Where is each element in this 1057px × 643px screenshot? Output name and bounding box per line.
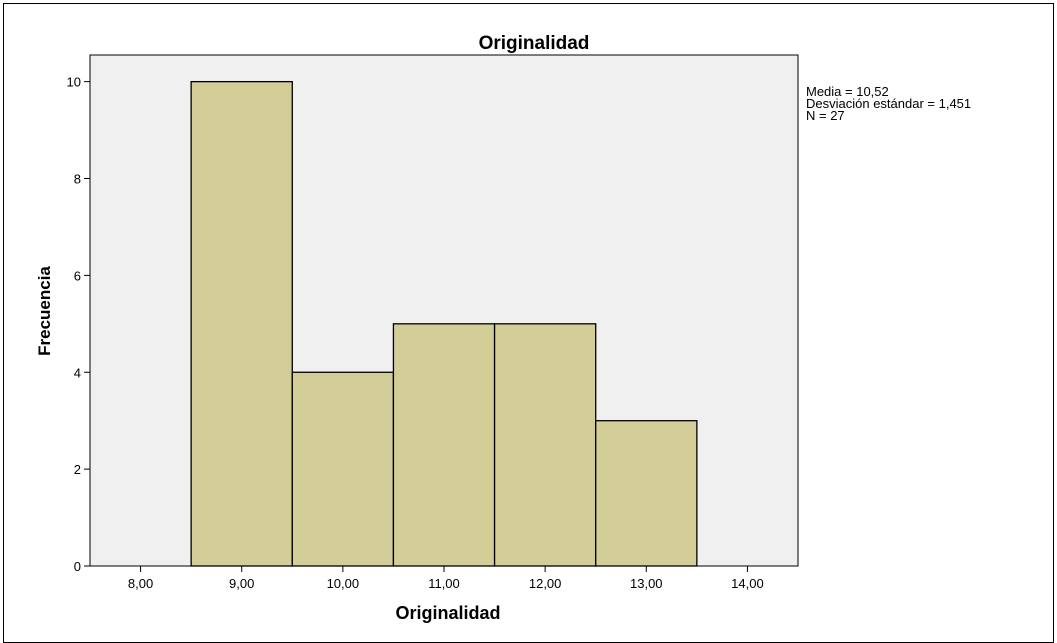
y-tick-label-2: 4 (74, 365, 81, 380)
bar-1 (291, 371, 395, 567)
y-axis-label: Frecuencia (35, 266, 54, 356)
x-tick-label-1: 9,00 (229, 576, 254, 591)
x-tick-label-4: 12,00 (529, 576, 562, 591)
x-axis-label: Originalidad (395, 603, 500, 623)
y-tick-label-4: 8 (74, 172, 81, 187)
stat-mean: Media = 10,52 (806, 84, 889, 99)
x-tick-label-6: 14,00 (731, 576, 764, 591)
y-tick-label-3: 6 (74, 268, 81, 283)
bar-2 (392, 323, 496, 567)
stat-n: N = 27 (806, 108, 845, 123)
bar-4 (595, 420, 698, 567)
x-tick-label-2: 10,00 (327, 576, 360, 591)
chart-title: Originalidad (479, 33, 590, 54)
bar-3 (493, 323, 597, 567)
y-tick-label-1: 2 (74, 462, 81, 477)
x-tick-label-5: 13,00 (630, 576, 663, 591)
stat-std-dev: Desviación estándar = 1,451 (806, 96, 971, 111)
y-axis: 0 2 4 6 8 10 (67, 75, 90, 574)
y-tick-label-5: 10 (67, 75, 81, 90)
y-tick-label-0: 0 (74, 559, 81, 574)
bar-0 (190, 80, 293, 567)
statistics-box: Media = 10,52 Desviación estándar = 1,45… (806, 84, 971, 123)
x-axis: 8,00 9,00 10,00 11,00 12,00 13,00 14,00 (128, 566, 764, 591)
x-tick-label-0: 8,00 (128, 576, 153, 591)
x-tick-label-3: 11,00 (428, 576, 460, 591)
